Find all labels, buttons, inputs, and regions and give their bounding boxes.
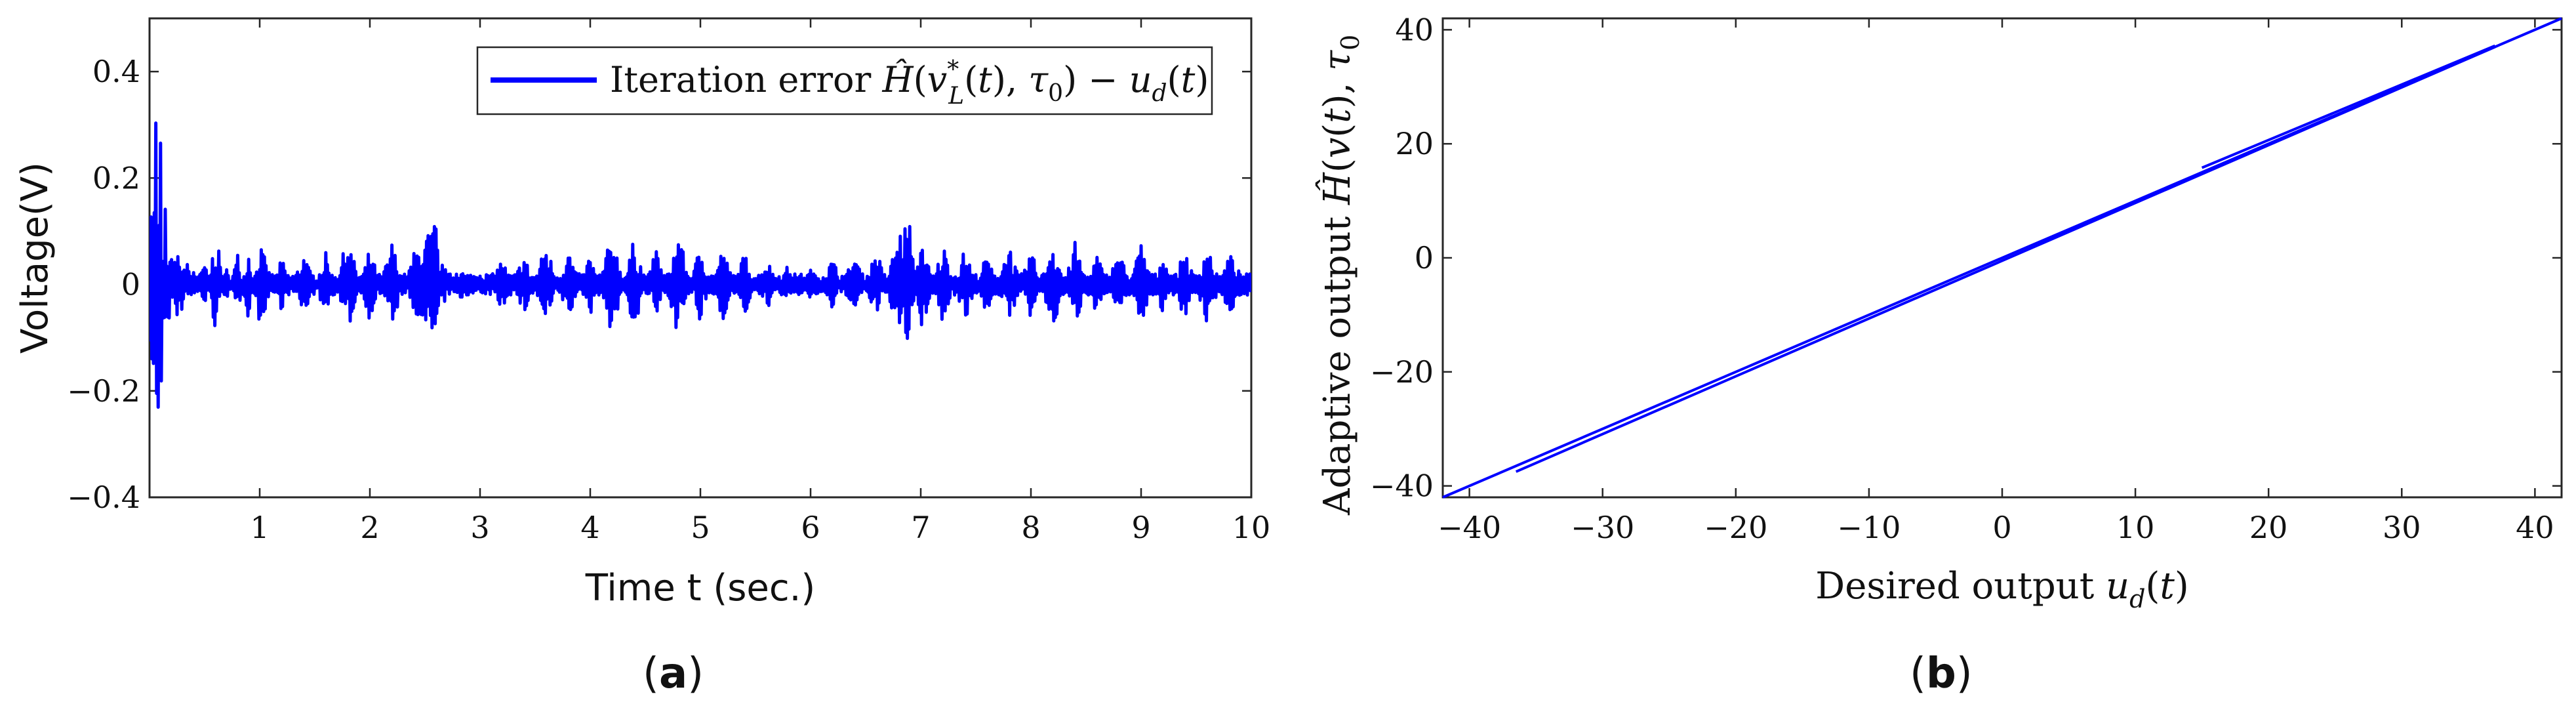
b-series-line-3	[2201, 44, 2496, 169]
panel-a-time-series: −0.4 −0.2 0 0.2 0.4 1 2 3 4 5 6 7 8 9 10 Iteration er…	[14, 17, 1270, 698]
b-xlabel-u: u	[2106, 565, 2129, 608]
b-ylabel-sub: 0	[1336, 35, 1365, 51]
caption-b-open: (	[1910, 650, 1926, 698]
b-y-tick-label: 40	[1395, 12, 1434, 47]
panel-b-caption: (b)	[1910, 650, 1973, 698]
b-y-tick-label: −40	[1370, 468, 1434, 504]
b-ylabel-tau: τ	[1316, 50, 1359, 71]
b-xlabel-open: (	[2145, 565, 2160, 608]
a-series-line	[150, 121, 1251, 409]
a-x-tick-label: 9	[1131, 510, 1150, 545]
panel-b-scatter: −40 −20 0 20 40 −40 −30 −20 −10 0 10 20 30 40 Desire…	[1315, 12, 2563, 698]
a-y-tick-label: 0.2	[92, 160, 140, 196]
b-xlabel-sub: d	[2129, 585, 2145, 613]
b-x-tick-label: −40	[1438, 510, 1501, 545]
b-x-tick-label: 40	[2516, 510, 2554, 545]
b-y-tick-label: 0	[1415, 240, 1434, 276]
legend-math-arg: (	[964, 59, 978, 100]
a-x-tick-label: 4	[580, 510, 599, 545]
legend-math-open: (	[914, 59, 927, 100]
panel-a-legend-box	[476, 46, 1213, 115]
panel-b-x-ticks: −40 −30 −20 −10 0 10 20 30 40	[1438, 18, 2554, 545]
a-x-tick-label: 5	[691, 510, 710, 545]
panel-b-x-label: Desired output ud(t)	[1815, 565, 2188, 613]
a-x-tick-label: 8	[1021, 510, 1040, 545]
caption-b-close: )	[1956, 650, 1973, 698]
caption-a-letter: a	[659, 650, 687, 698]
panel-a-y-label: Voltage(V)	[14, 162, 56, 354]
legend-math-t2: (	[1167, 59, 1181, 100]
legend-math-v: v	[927, 59, 948, 100]
legend-math-star: *	[947, 56, 959, 83]
b-ylabel-h: Ĥ	[1315, 172, 1359, 205]
b-ylabel-v: v	[1316, 137, 1359, 158]
panel-b-y-label-wrap: Adaptive output Ĥ(v(t), τ0	[1315, 35, 1365, 516]
b-x-tick-label: −20	[1704, 510, 1767, 545]
b-x-tick-label: −30	[1571, 510, 1634, 545]
b-y-tick-label: −20	[1370, 354, 1434, 390]
legend-math-close: ) −	[1063, 59, 1129, 100]
a-x-tick-label: 6	[801, 510, 820, 545]
a-x-tick-label: 3	[470, 510, 489, 545]
panel-a-x-label: Time t (sec.)	[585, 567, 816, 609]
a-x-tick-label: 7	[911, 510, 930, 545]
panel-a-y-ticks: −0.4 −0.2 0 0.2 0.4	[67, 54, 1251, 515]
legend-math-t3: t	[1181, 59, 1196, 100]
b-x-tick-label: −10	[1837, 510, 1901, 545]
b-x-tick-label: 20	[2249, 510, 2288, 545]
b-ylabel-t: t	[1316, 108, 1359, 123]
a-y-tick-label: −0.4	[67, 480, 140, 515]
b-ylabel-mid: (	[1316, 123, 1359, 138]
b-ylabel-sep: ),	[1316, 71, 1359, 108]
b-x-tick-label: 30	[2383, 510, 2421, 545]
b-series-line-2	[1515, 45, 2496, 473]
legend-math-tau-sub: 0	[1048, 80, 1063, 107]
b-x-tick-label: 10	[2116, 510, 2155, 545]
legend-math-h: Ĥ	[882, 58, 914, 100]
panel-b-y-ticks: −40 −20 0 20 40	[1370, 12, 2562, 504]
caption-a-close: )	[687, 650, 704, 698]
panel-a-legend: Iteration error Ĥ(v* L(t), τ0) − ud(t)	[476, 46, 1213, 115]
caption-a-open: (	[643, 650, 659, 698]
legend-math-sep: ),	[992, 59, 1028, 100]
b-xlabel-close: )	[2175, 565, 2189, 608]
legend-math-u: u	[1129, 59, 1152, 100]
legend-math-t1: t	[978, 59, 992, 100]
b-ylabel-open: (	[1316, 158, 1359, 173]
legend-prefix: Iteration error	[610, 59, 883, 100]
legend-math-tau: τ	[1028, 59, 1049, 100]
legend-math-sub-l: L	[948, 83, 964, 110]
a-x-tick-label: 2	[360, 510, 379, 545]
legend-math-end: )	[1195, 59, 1209, 100]
b-x-tick-label: 0	[1992, 510, 2011, 545]
a-y-tick-label: −0.2	[67, 373, 140, 409]
panel-a-caption: (a)	[643, 650, 704, 698]
b-xlabel-t: t	[2160, 565, 2175, 608]
b-ylabel-text: Adaptive output	[1316, 205, 1359, 516]
a-y-tick-label: 0	[121, 267, 140, 302]
panel-b-series	[1442, 17, 2562, 499]
a-x-tick-label: 10	[1232, 510, 1271, 545]
panel-a-x-ticks: 1 2 3 4 5 6 7 8 9 10	[250, 18, 1270, 545]
legend-math-sub-d: d	[1152, 80, 1167, 107]
b-y-tick-label: 20	[1395, 126, 1434, 161]
caption-b-letter: b	[1926, 650, 1956, 698]
a-y-tick-label: 0.4	[92, 54, 140, 89]
panel-b-y-label: Adaptive output Ĥ(v(t), τ0	[1315, 35, 1365, 516]
b-xlabel-text: Desired output	[1815, 565, 2106, 608]
panel-a-legend-label: Iteration error Ĥ(v* L(t), τ0) − ud(t)	[610, 56, 1209, 110]
panel-a-series	[150, 121, 1251, 409]
a-x-tick-label: 1	[250, 510, 269, 545]
